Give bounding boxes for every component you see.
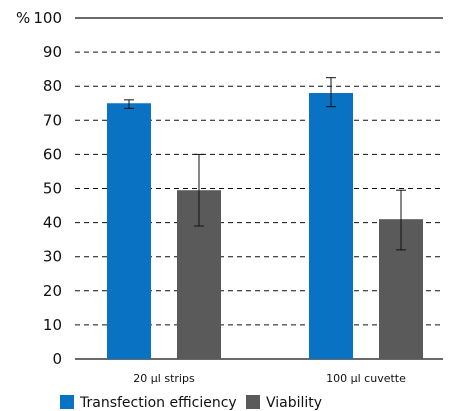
legend-swatch-0 xyxy=(60,395,74,409)
legend-label-1: Viability xyxy=(266,395,322,411)
y-tick-label-20: 20 xyxy=(43,282,62,300)
x-category-label-0: 20 µl strips xyxy=(133,372,195,385)
y-tick-label-70: 70 xyxy=(43,111,62,129)
x-category-label-1: 100 µl cuvette xyxy=(326,372,406,385)
legend-label-0: Transfection efficiency xyxy=(79,395,237,411)
y-tick-label-90: 90 xyxy=(43,43,62,61)
bar-transfection-efficiency-1 xyxy=(309,93,353,360)
legend-swatch-1 xyxy=(246,395,260,409)
y-tick-label-40: 40 xyxy=(43,214,62,232)
y-tick-label-60: 60 xyxy=(43,145,62,163)
y-axis-unit-label: % xyxy=(16,9,30,27)
y-tick-label-0: 0 xyxy=(52,350,62,368)
y-tick-label-100: 100 xyxy=(33,9,62,27)
y-tick-label-80: 80 xyxy=(43,77,62,95)
y-tick-label-10: 10 xyxy=(43,316,62,334)
bar-transfection-efficiency-0 xyxy=(107,103,151,359)
y-tick-label-30: 30 xyxy=(43,248,62,266)
y-tick-label-50: 50 xyxy=(43,180,62,198)
